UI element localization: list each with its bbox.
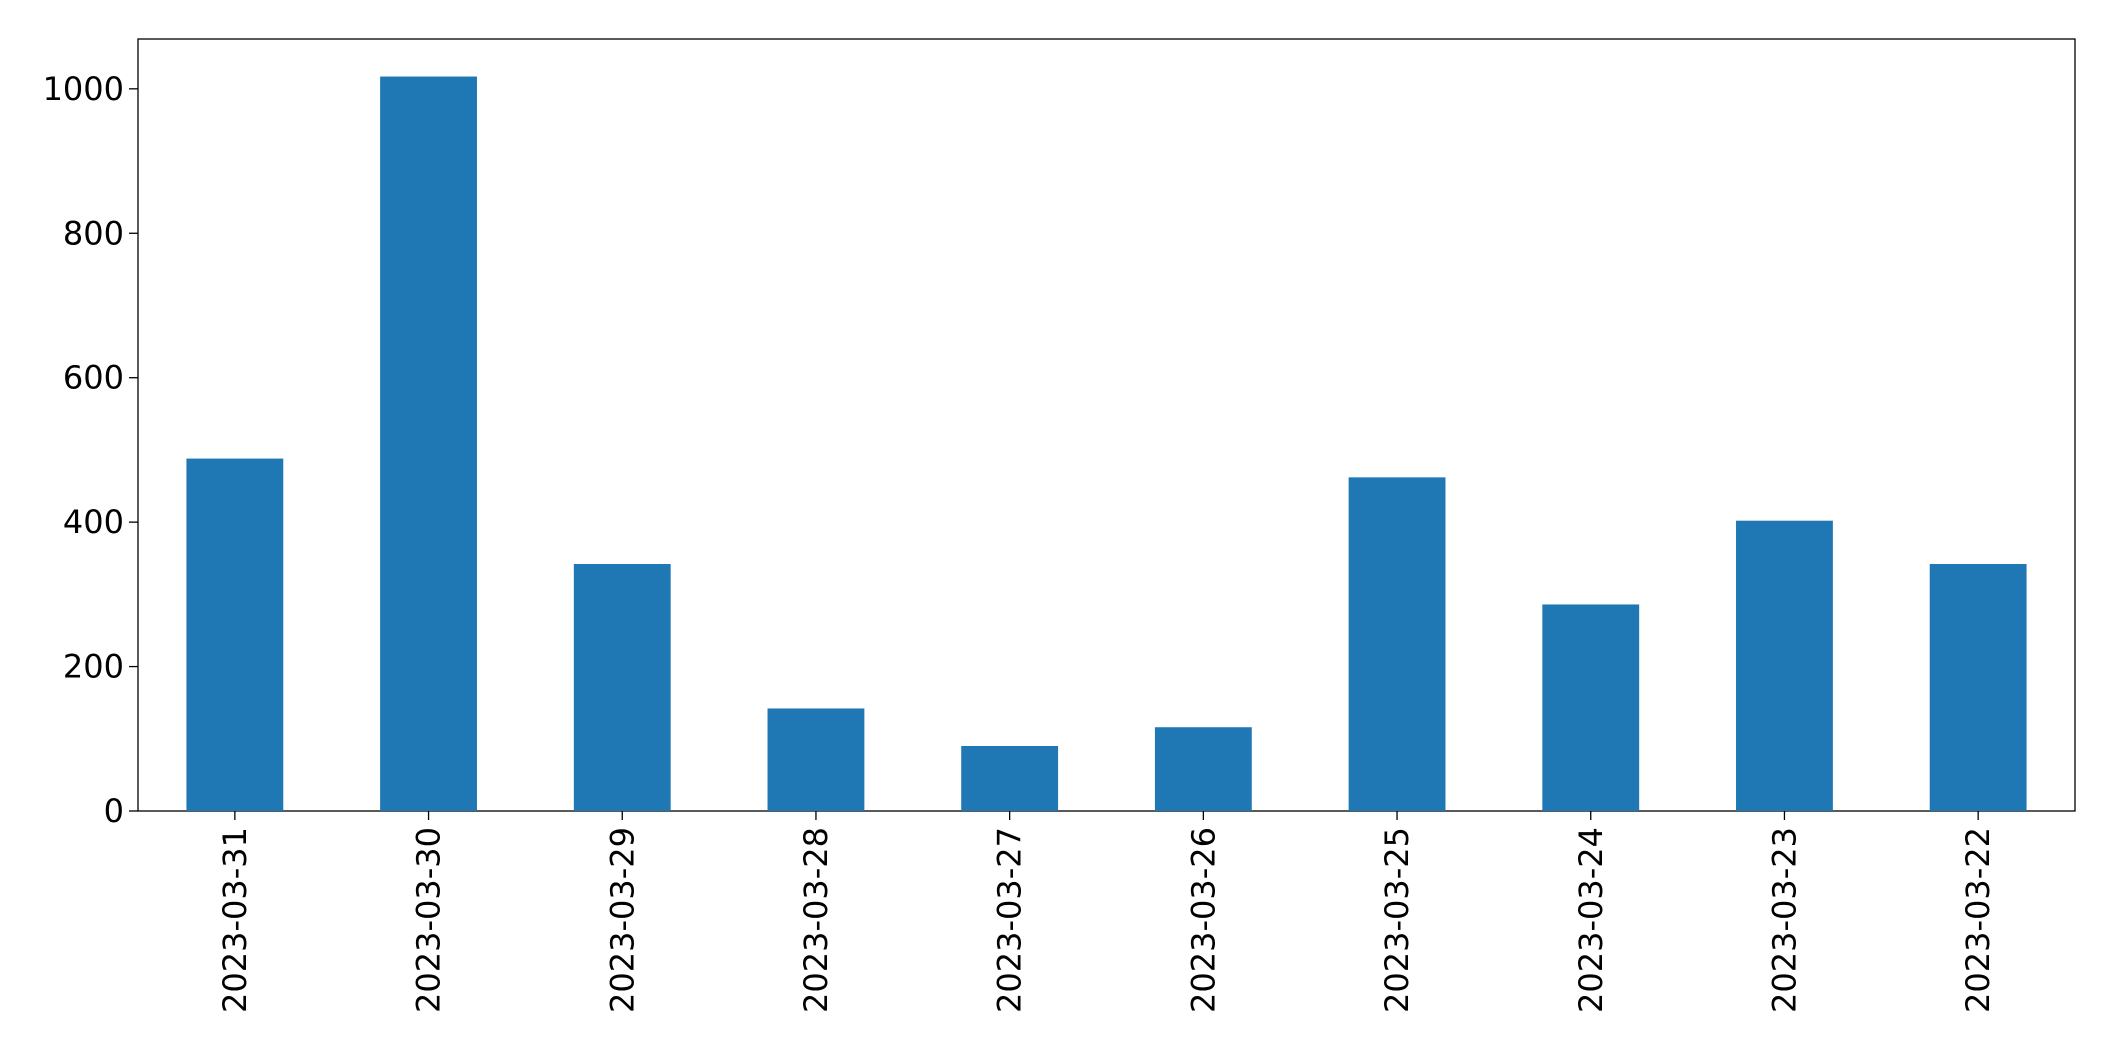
bar: [573, 564, 671, 811]
bar: [186, 458, 284, 811]
x-tick-label: 2023-03-29: [603, 827, 641, 1013]
x-tick-label: 2023-03-26: [1184, 827, 1222, 1013]
x-tick-label: 2023-03-30: [410, 827, 448, 1013]
bar: [1929, 564, 2027, 811]
bar: [767, 708, 865, 811]
y-tick-label: 1000: [43, 70, 124, 108]
x-tick-label: 2023-03-22: [1959, 827, 1997, 1013]
x-tick-label: 2023-03-27: [991, 827, 1029, 1013]
x-tick-label: 2023-03-25: [1378, 827, 1416, 1013]
x-tick-label: 2023-03-31: [216, 827, 254, 1013]
y-tick-label: 600: [63, 359, 124, 397]
y-tick-label: 800: [63, 214, 124, 252]
y-tick-label: 0: [104, 792, 124, 830]
bar: [1348, 477, 1446, 811]
plot-frame: [137, 38, 2076, 812]
x-tick-label: 2023-03-28: [797, 827, 835, 1013]
bar: [1542, 604, 1640, 811]
bar: [1154, 727, 1252, 811]
x-tick-label: 2023-03-23: [1765, 827, 1803, 1013]
x-tick-label: 2023-03-24: [1572, 827, 1610, 1013]
bar: [1736, 520, 1833, 811]
bar: [961, 746, 1059, 811]
bar: [380, 76, 477, 811]
y-tick-label: 400: [63, 503, 124, 541]
y-tick-label: 200: [63, 648, 124, 686]
